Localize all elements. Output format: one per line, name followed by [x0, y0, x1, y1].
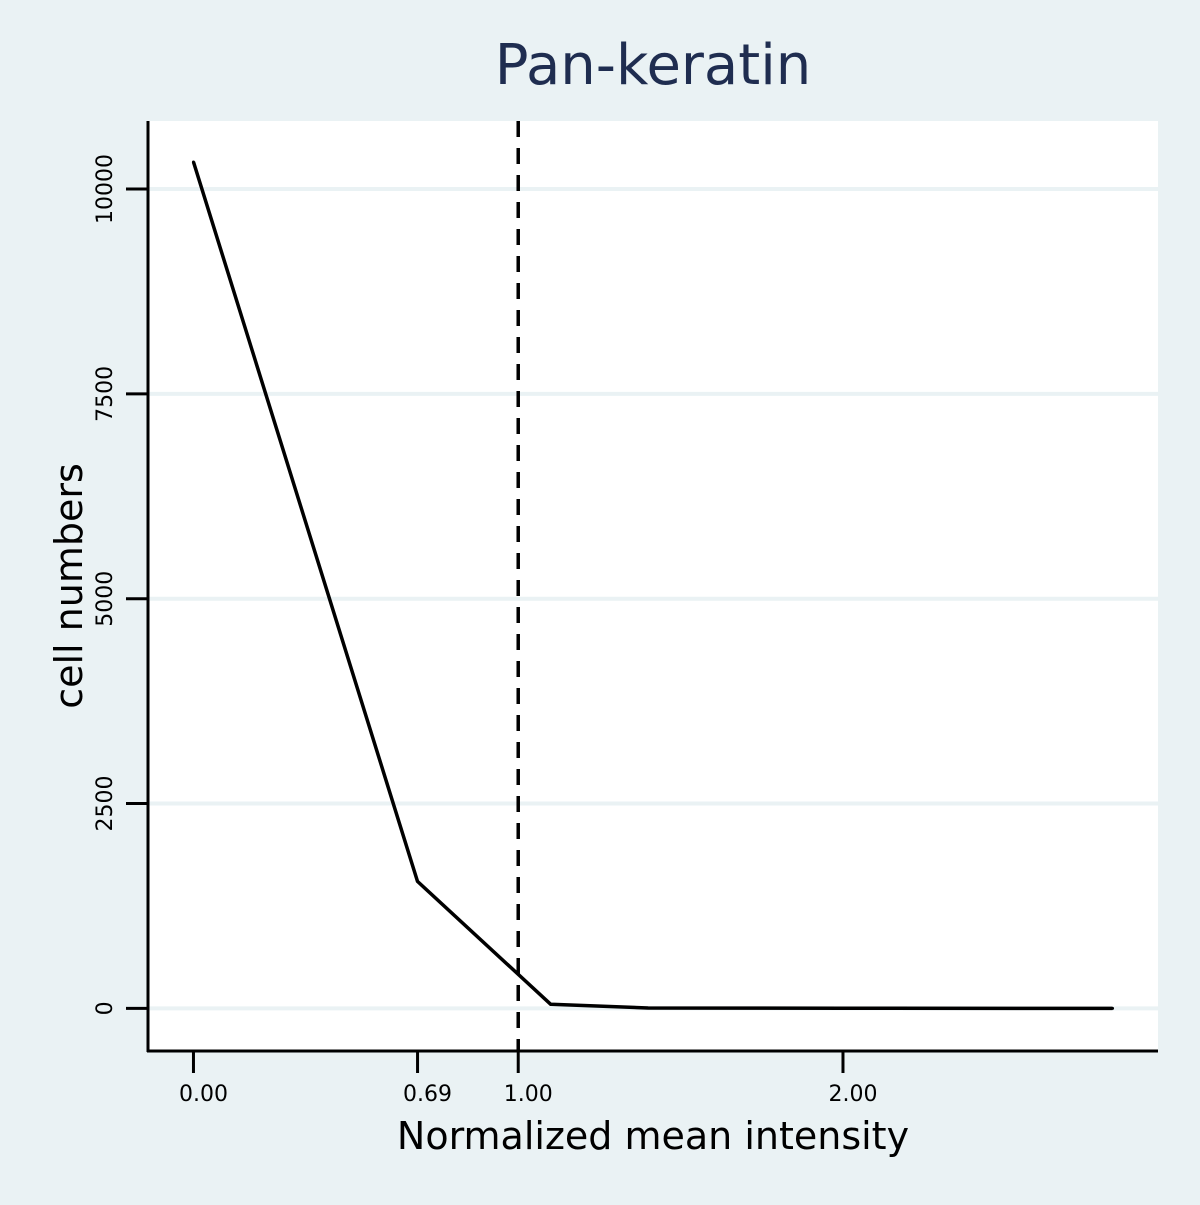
data-point	[1111, 1006, 1115, 1010]
data-point	[841, 1006, 845, 1010]
y-tick-label: 7500	[93, 366, 118, 422]
data-point	[646, 1006, 650, 1010]
y-tick-label: 10000	[93, 154, 118, 224]
x-tick-label: 2.00	[828, 1082, 877, 1107]
series-line	[191, 161, 1113, 1011]
x-ticks: 0.00 0.69 1.00 2.00	[179, 1051, 877, 1107]
data-point	[549, 1002, 553, 1006]
x-tick-label: 1.00	[504, 1082, 553, 1107]
y-axis-label: cell numbers	[47, 463, 91, 709]
chart-title: Pan-keratin	[495, 33, 812, 98]
x-tick-label: 0.00	[179, 1082, 228, 1107]
y-tick-label: 2500	[93, 776, 118, 832]
y-tick-label: 0	[93, 1001, 118, 1015]
y-ticks: 0 2500 5000 7500 10000	[93, 154, 148, 1015]
data-point	[416, 879, 420, 883]
y-tick-label: 5000	[93, 571, 118, 627]
plot-area	[148, 121, 1158, 1051]
series-group	[191, 160, 1115, 1011]
data-point	[191, 160, 195, 164]
x-axis-label: Normalized mean intensity	[397, 1114, 909, 1158]
x-tick-label: 0.69	[403, 1082, 452, 1107]
